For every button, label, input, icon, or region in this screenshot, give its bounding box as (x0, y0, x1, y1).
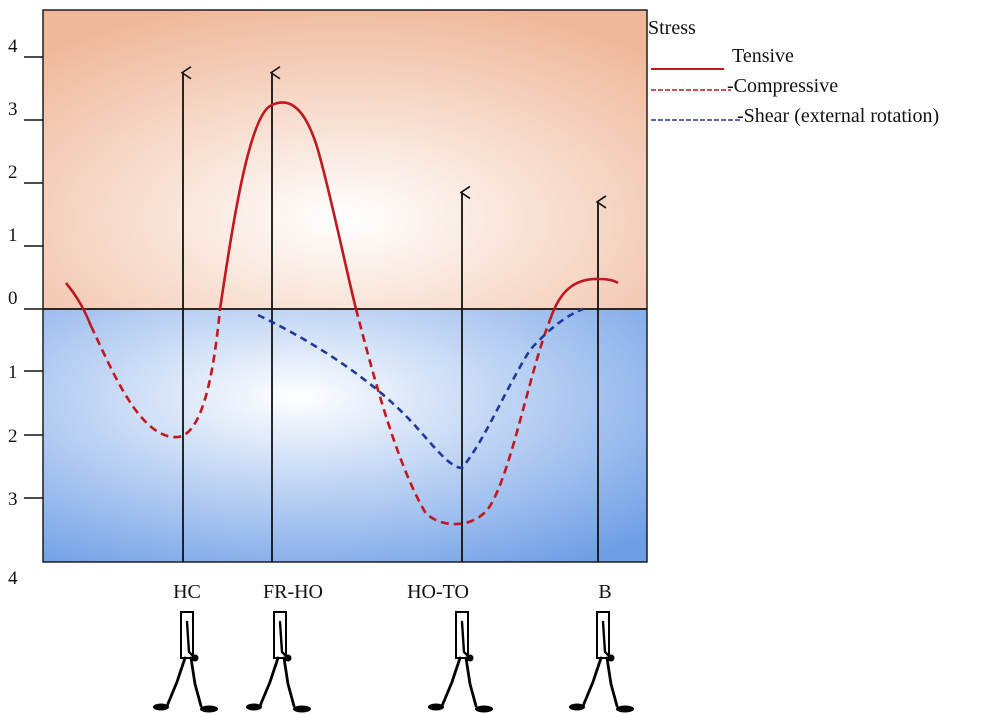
phase-label: HO-TO (407, 581, 469, 603)
legend-label-tensile: Tensive (732, 45, 794, 67)
compressive-curve-left (89, 308, 222, 439)
phase-label: FR-HO (263, 581, 323, 603)
phase-label: HC (173, 581, 201, 603)
y-tick-label: 2 (8, 162, 18, 183)
compressive-curve-main (354, 308, 552, 526)
y-axis-ticks: 4 3 2 1 0 1 2 3 4 (8, 36, 43, 589)
legend-label-shear: -Shear (external rotation) (737, 105, 939, 127)
tensile-curve-right (548, 277, 619, 321)
y-tick-label: 4 (8, 568, 18, 589)
shear-curve (257, 307, 584, 470)
legend-title: Stress (648, 17, 696, 39)
walking-figure-icon (428, 611, 493, 713)
walking-figure-icon (569, 611, 634, 713)
y-tick-label: 1 (8, 225, 18, 246)
y-tick-label: 2 (8, 426, 18, 447)
legend: Stress Tensive -Compressive -Shear (exte… (648, 17, 939, 127)
phase-labels: HC FR-HO HO-TO B (173, 581, 612, 603)
y-tick-label: 0 (8, 288, 18, 309)
y-tick-label: 1 (8, 362, 18, 383)
walking-figure-icon (153, 611, 218, 713)
legend-label-compressive: -Compressive (727, 75, 838, 97)
y-tick-label: 3 (8, 99, 18, 120)
tensile-curve-peak (218, 101, 358, 310)
walking-figures (153, 611, 634, 713)
walking-figure-icon (246, 611, 311, 713)
phase-label: B (598, 581, 611, 603)
y-tick-label: 4 (8, 36, 18, 57)
phase-arrows (183, 73, 598, 562)
compressive-region (43, 309, 647, 562)
plot-frame (42, 9, 648, 563)
y-tick-label: 3 (8, 489, 18, 510)
tensile-curve-left (64, 282, 93, 327)
